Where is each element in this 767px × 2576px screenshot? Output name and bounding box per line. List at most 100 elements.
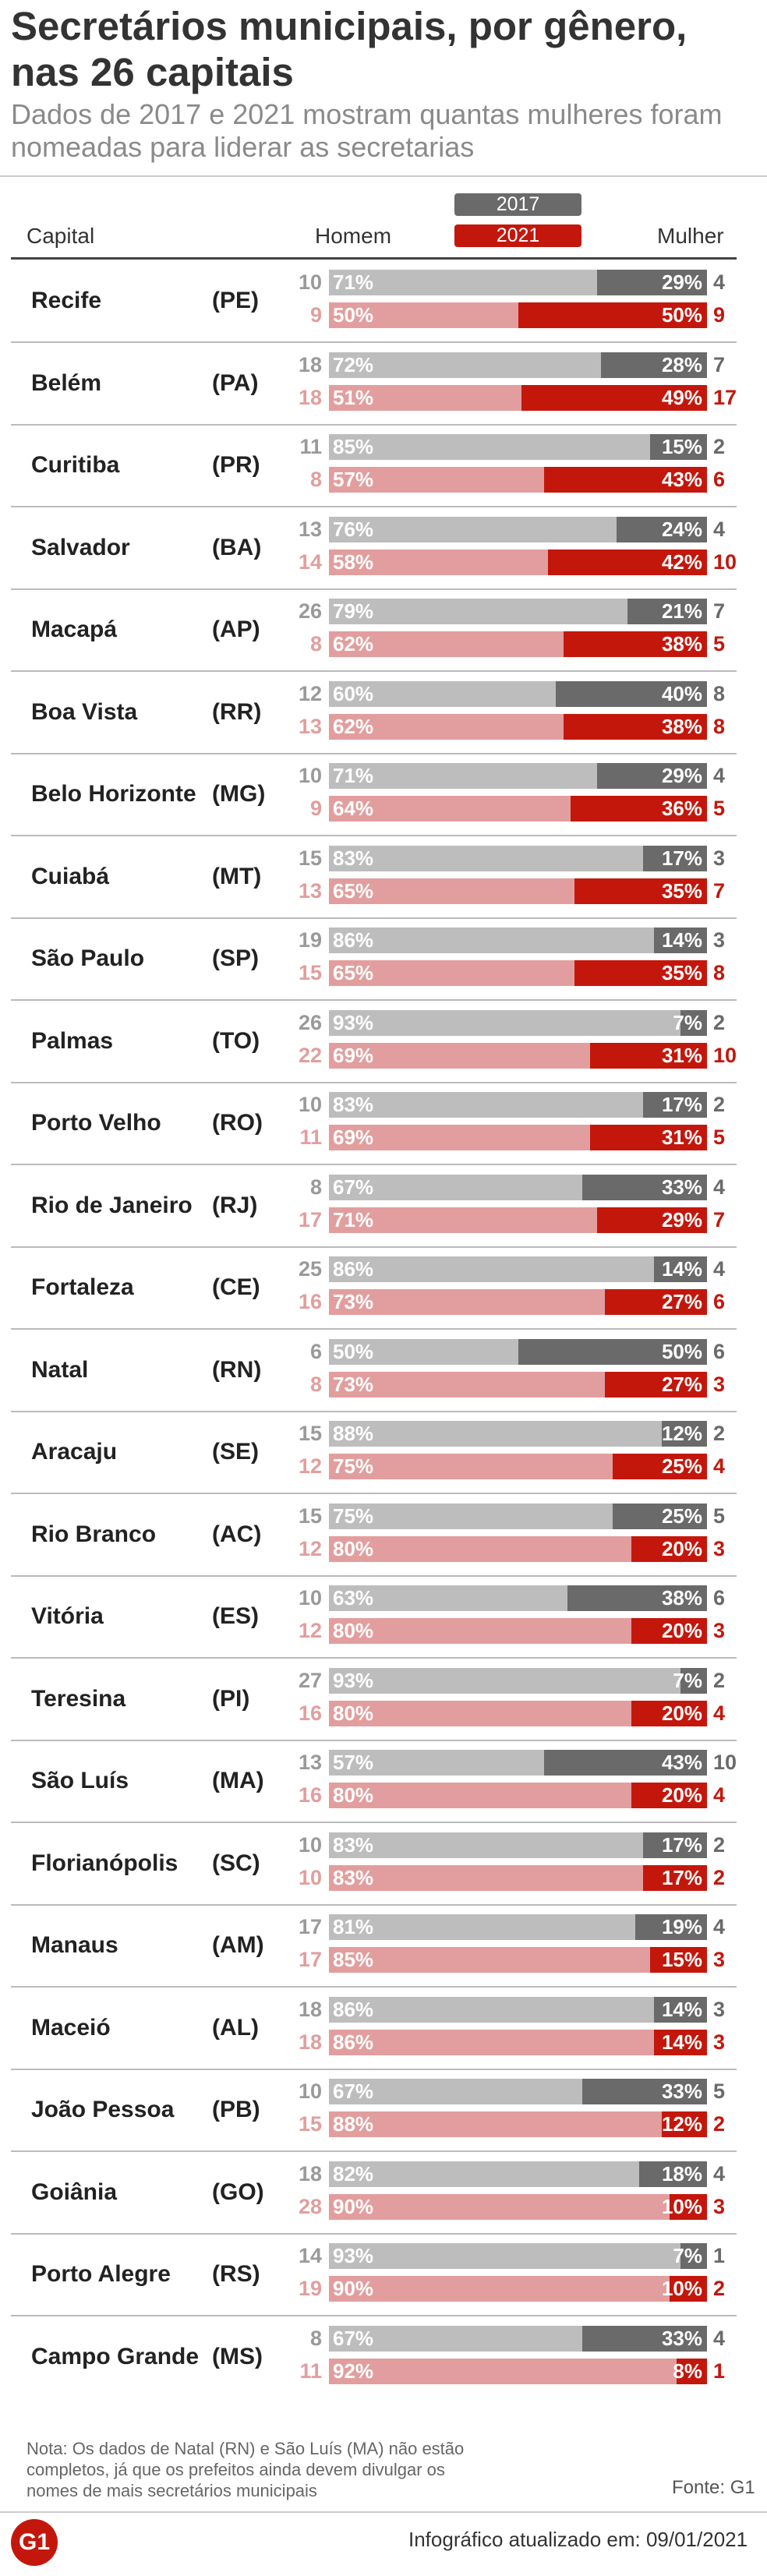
count-men-2017: 15 bbox=[299, 1504, 323, 1528]
state-code: (MS) bbox=[212, 2343, 263, 2369]
state-code: (AL) bbox=[212, 2014, 259, 2041]
count-women-2017: 4 bbox=[713, 1915, 726, 1938]
bar-men-2017 bbox=[329, 270, 597, 295]
capital-name: Florianópolis bbox=[31, 1850, 178, 1876]
count-women-2017: 7 bbox=[713, 599, 726, 623]
pct-men-2021: 88% bbox=[333, 2112, 374, 2136]
bar-men-2017 bbox=[329, 2161, 639, 2187]
bar-men-2017 bbox=[329, 1503, 613, 1529]
state-code: (CE) bbox=[212, 1274, 260, 1300]
pct-women-2021: 31% bbox=[661, 1043, 702, 1067]
column-header-capital: Capital bbox=[27, 224, 95, 248]
pct-women-2021: 31% bbox=[661, 1125, 702, 1149]
bar-men-2017 bbox=[329, 1092, 643, 1118]
pct-women-2017: 17% bbox=[661, 1093, 702, 1116]
pct-women-2021: 35% bbox=[661, 961, 702, 984]
pct-women-2021: 20% bbox=[661, 1619, 702, 1642]
pct-women-2021: 42% bbox=[661, 549, 702, 574]
count-men-2017: 8 bbox=[309, 2326, 322, 2350]
count-women-2017: 8 bbox=[713, 681, 726, 705]
bar-women-2017 bbox=[643, 845, 707, 871]
bar-women-2017 bbox=[601, 352, 707, 378]
pct-men-2021: 75% bbox=[333, 1454, 374, 1478]
row-divider bbox=[11, 917, 737, 919]
count-women-2017: 3 bbox=[713, 846, 726, 870]
count-men-2021: 12 bbox=[299, 1454, 323, 1478]
bar-women-2021 bbox=[631, 1535, 707, 1562]
bar-men-2021 bbox=[329, 549, 548, 575]
bar-men-2021 bbox=[329, 878, 574, 904]
bar-women-2017 bbox=[680, 1009, 707, 1036]
pct-women-2017: 33% bbox=[661, 1175, 702, 1199]
bar-men-2021 bbox=[329, 1783, 631, 1808]
bar-men-2017 bbox=[329, 1750, 544, 1776]
pct-men-2021: 80% bbox=[333, 1536, 374, 1560]
row-divider bbox=[11, 423, 737, 426]
bar-men-2021 bbox=[329, 1864, 643, 1891]
capital-name: Rio Branco bbox=[31, 1521, 157, 1547]
pct-women-2021: 14% bbox=[661, 2030, 702, 2054]
count-men-2017: 11 bbox=[299, 435, 322, 458]
state-code: (PI) bbox=[212, 1685, 250, 1712]
count-women-2017: 4 bbox=[713, 1257, 726, 1281]
header-divider bbox=[0, 175, 767, 177]
state-code: (MT) bbox=[212, 863, 262, 889]
bar-women-2021 bbox=[677, 2358, 707, 2384]
count-women-2017: 5 bbox=[713, 1504, 726, 1528]
capital-name: Belo Horizonte bbox=[31, 781, 196, 807]
count-women-2017: 1 bbox=[713, 2244, 726, 2267]
count-men-2021: 12 bbox=[299, 1619, 323, 1642]
pct-women-2021: 10% bbox=[661, 2277, 702, 2300]
row-divider bbox=[11, 1246, 737, 1248]
count-men-2017: 10 bbox=[299, 1586, 323, 1610]
updated-date: Infográfico atualizado em: 09/01/2021 bbox=[408, 2528, 748, 2551]
count-men-2021: 15 bbox=[299, 2112, 323, 2136]
count-women-2021: 3 bbox=[713, 1948, 726, 1971]
count-women-2017: 4 bbox=[713, 764, 726, 787]
count-women-2021: 1 bbox=[713, 2359, 726, 2383]
pct-men-2021: 83% bbox=[333, 1865, 374, 1889]
bar-women-2017 bbox=[556, 680, 707, 707]
pct-men-2021: 69% bbox=[333, 1043, 374, 1067]
table-header-rule bbox=[11, 257, 737, 260]
pct-women-2017: 7% bbox=[673, 1010, 702, 1034]
count-men-2017: 17 bbox=[299, 1915, 323, 1938]
legend-2021: 2021 bbox=[454, 224, 581, 247]
count-women-2021: 7 bbox=[713, 878, 726, 903]
bar-men-2017 bbox=[329, 1421, 662, 1447]
bar-men-2021 bbox=[329, 2111, 662, 2137]
state-code: (BA) bbox=[212, 534, 262, 560]
count-men-2017: 27 bbox=[299, 1668, 323, 1692]
count-men-2017: 15 bbox=[299, 1422, 323, 1445]
bar-men-2021 bbox=[329, 1042, 590, 1069]
bar-women-2021 bbox=[650, 1947, 707, 1973]
bar-men-2017 bbox=[329, 1585, 567, 1611]
bar-women-2021 bbox=[590, 1042, 707, 1069]
bar-women-2017 bbox=[680, 2243, 707, 2269]
bar-women-2017 bbox=[582, 2079, 707, 2104]
count-men-2021: 17 bbox=[299, 1948, 323, 1971]
bar-women-2017 bbox=[654, 1256, 707, 1282]
pct-men-2021: 50% bbox=[333, 303, 374, 327]
count-women-2017: 4 bbox=[713, 1175, 726, 1199]
bar-women-2021 bbox=[564, 713, 707, 740]
count-men-2017: 19 bbox=[299, 928, 323, 952]
capital-name: Porto Velho bbox=[31, 1110, 161, 1136]
count-men-2017: 25 bbox=[299, 1257, 323, 1281]
bar-women-2021 bbox=[564, 631, 707, 657]
count-women-2021: 7 bbox=[713, 1207, 726, 1231]
bar-women-2017 bbox=[567, 1585, 707, 1611]
capital-name: Rio de Janeiro bbox=[31, 1192, 193, 1218]
bar-women-2017 bbox=[643, 1832, 707, 1858]
bar-men-2021 bbox=[329, 2029, 654, 2055]
capital-name: Curitiba bbox=[31, 452, 120, 478]
count-women-2017: 2 bbox=[713, 1422, 726, 1445]
count-men-2021: 11 bbox=[299, 1125, 322, 1149]
count-men-2017: 12 bbox=[299, 681, 323, 705]
pct-men-2017: 93% bbox=[333, 2244, 374, 2267]
pct-men-2017: 71% bbox=[333, 270, 374, 294]
count-men-2017: 6 bbox=[309, 1339, 322, 1363]
pct-women-2017: 21% bbox=[661, 599, 702, 623]
count-women-2017: 5 bbox=[713, 2080, 726, 2103]
bar-women-2021 bbox=[597, 1207, 707, 1233]
